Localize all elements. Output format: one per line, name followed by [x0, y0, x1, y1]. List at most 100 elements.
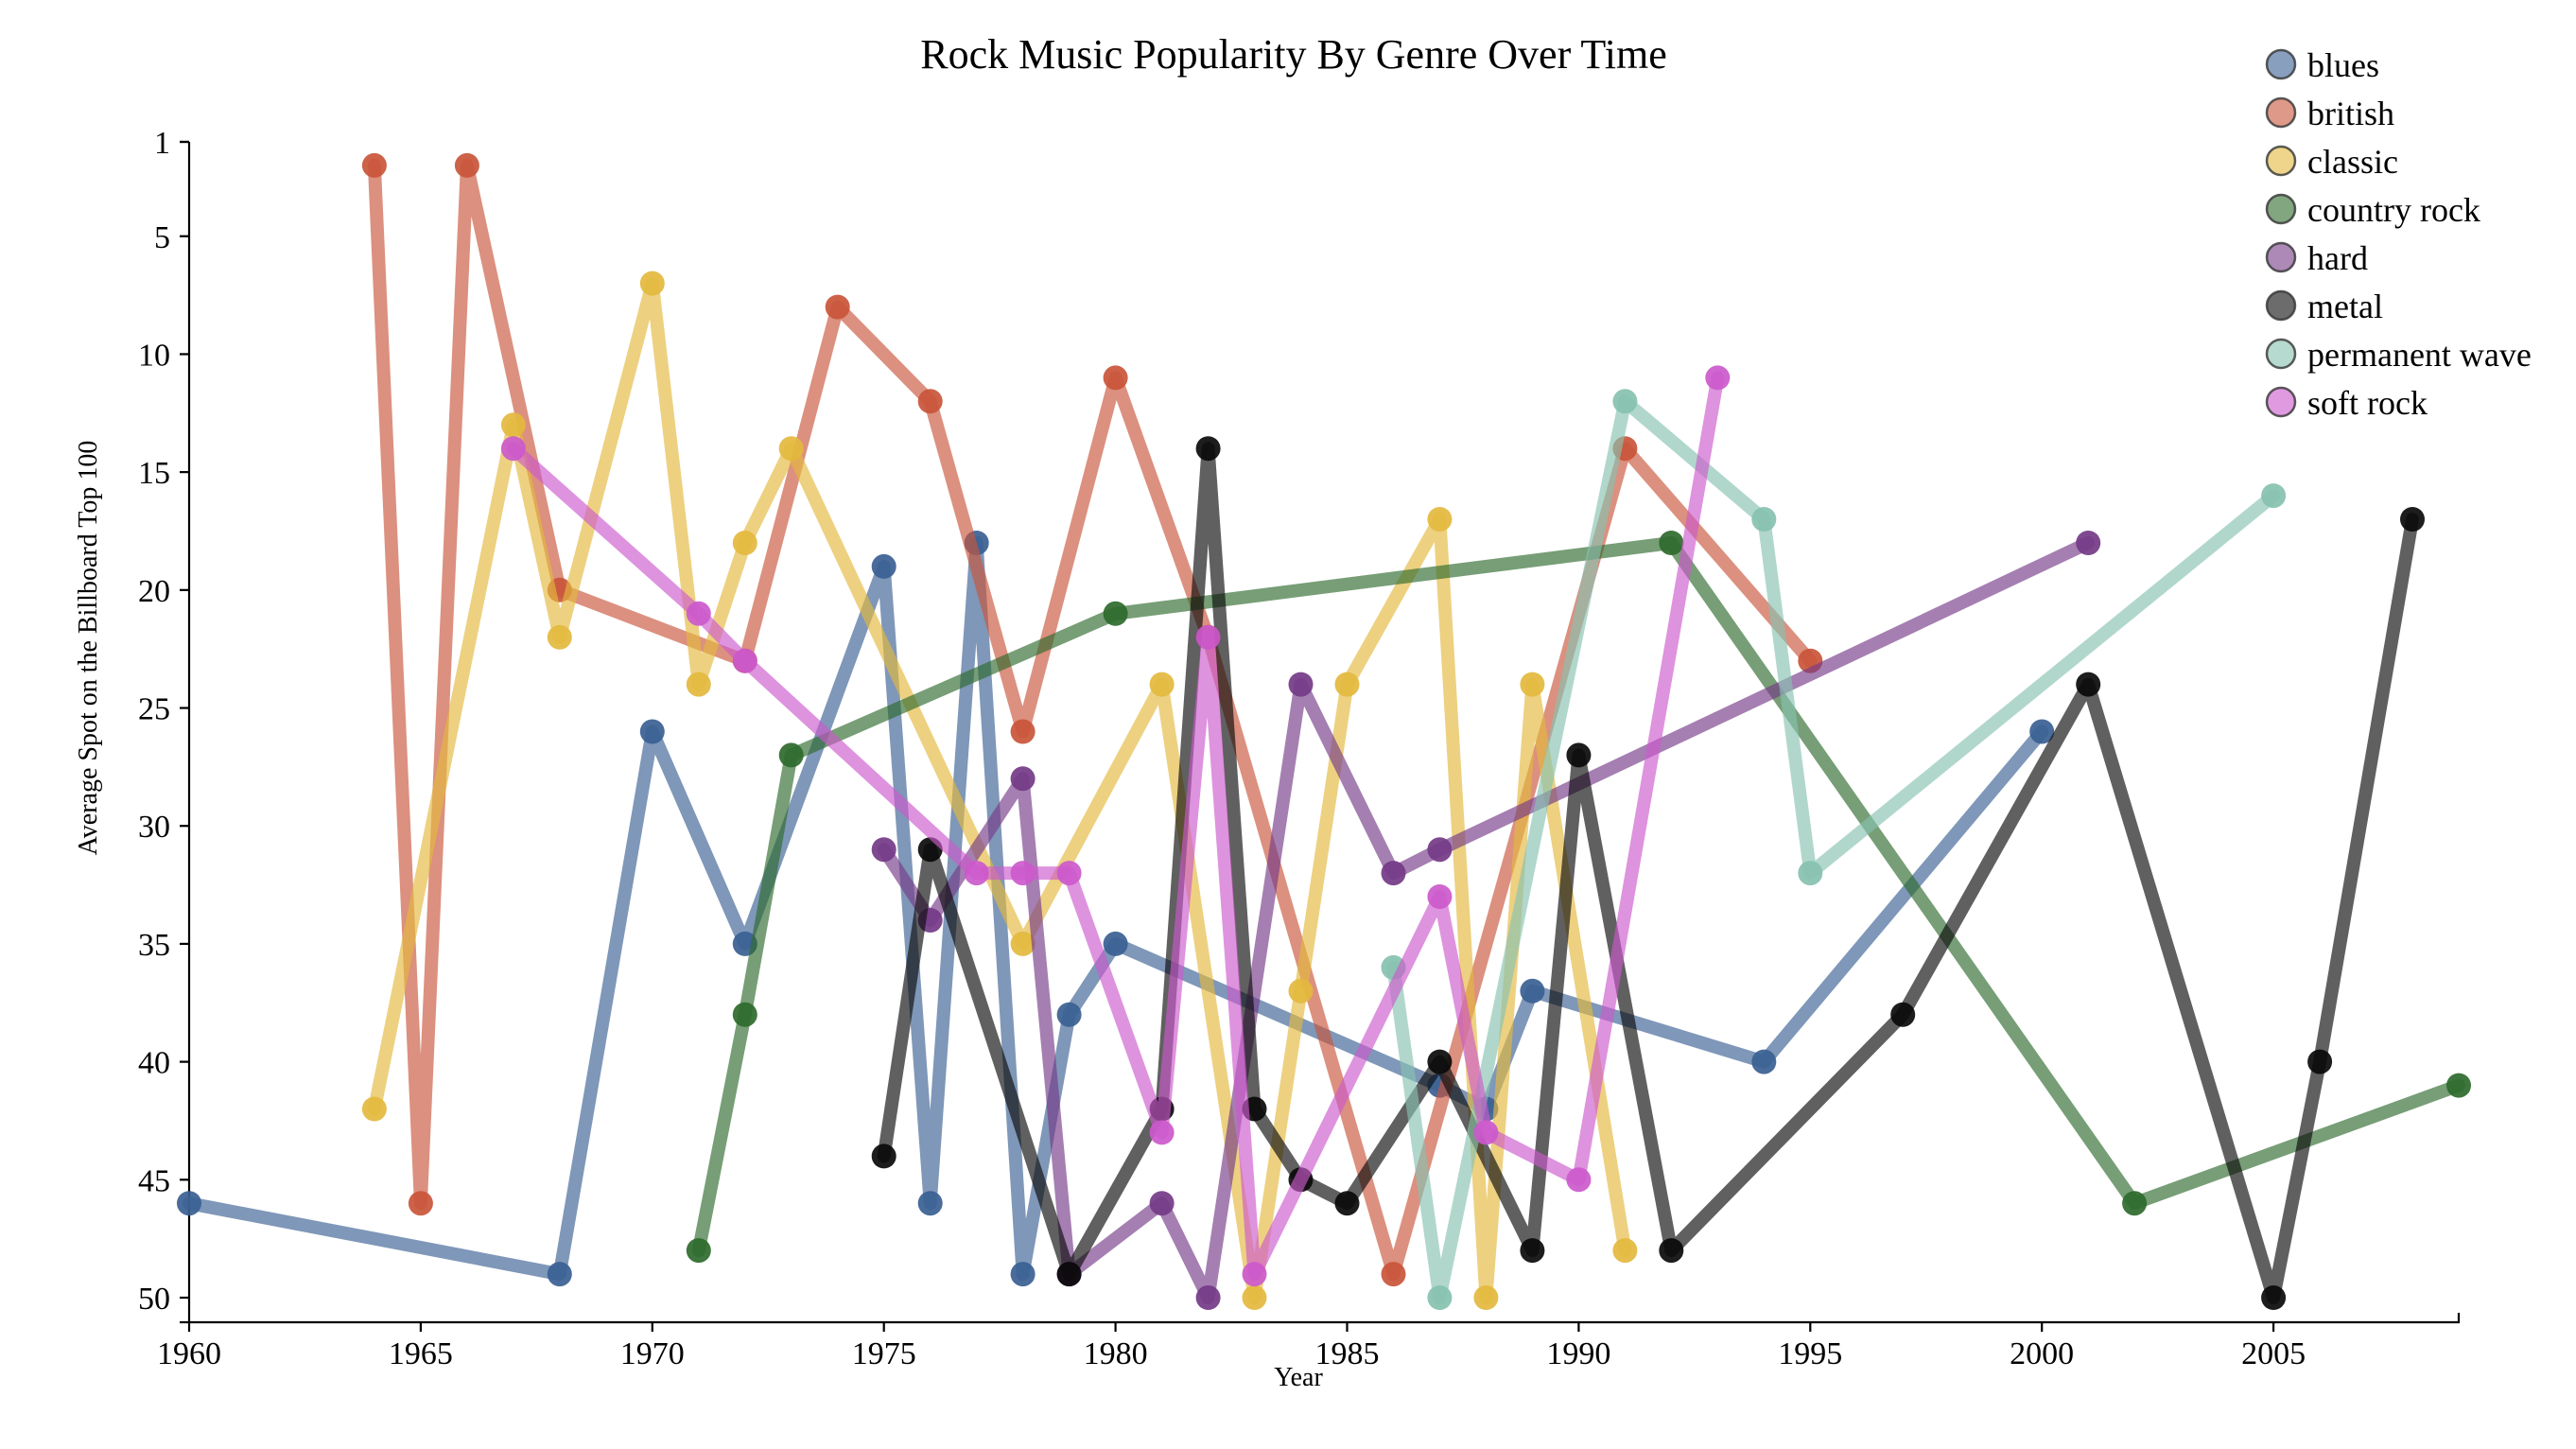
data-point-blues: [547, 1262, 572, 1287]
data-point-british: [1010, 719, 1036, 744]
y-tick-label: 1: [154, 126, 170, 161]
data-point-hard: [871, 837, 896, 863]
x-tick-label: 1985: [1314, 1336, 1379, 1371]
y-tick-label: 15: [138, 456, 170, 491]
data-point-british: [454, 152, 479, 178]
data-point-classic: [1149, 672, 1175, 697]
legend-label: permanent wave: [2307, 336, 2532, 374]
data-point-classic: [1612, 1238, 1638, 1264]
data-point-metal: [1195, 436, 1221, 462]
data-point-metal: [1334, 1191, 1360, 1216]
data-point-soft-rock: [686, 601, 711, 626]
legend: blues british classic country rock hard metal…: [2265, 46, 2532, 422]
data-point-metal: [1566, 742, 1592, 768]
y-tick-label: 5: [154, 220, 170, 255]
y-tick-label: 10: [138, 338, 170, 373]
legend-swatch: [2265, 96, 2297, 129]
data-point-metal: [1427, 1049, 1453, 1074]
legend-item-metal: metal: [2265, 288, 2383, 325]
series-metal: [871, 436, 2425, 1310]
legend-swatch: [2265, 193, 2297, 225]
data-point-permanent-wave: [1427, 1285, 1453, 1310]
legend-label: hard: [2307, 239, 2368, 277]
y-tick-label: 25: [138, 692, 170, 727]
x-tick-label: 1980: [1084, 1336, 1148, 1371]
y-tick-label: 20: [138, 574, 170, 609]
data-point-country-rock: [2446, 1073, 2471, 1098]
data-point-soft-rock: [1149, 1120, 1175, 1145]
data-point-soft-rock: [500, 436, 526, 462]
chart-title: Rock Music Popularity By Genre Over Time: [920, 31, 1667, 78]
legend-label: metal: [2307, 288, 2383, 325]
data-point-british: [1103, 365, 1128, 391]
legend-swatch: [2265, 289, 2297, 322]
legend-label: blues: [2307, 46, 2379, 84]
legend-label: classic: [2307, 143, 2398, 181]
data-point-country-rock: [778, 742, 804, 768]
data-point-soft-rock: [1010, 861, 1036, 886]
data-point-classic: [639, 271, 665, 296]
legend-label: country rock: [2307, 191, 2480, 229]
data-point-hard: [1149, 1191, 1175, 1216]
data-point-blues: [1751, 1049, 1777, 1074]
data-point-metal: [1659, 1238, 1684, 1264]
data-point-hard: [2076, 531, 2101, 555]
data-point-classic: [1427, 507, 1453, 532]
data-point-hard: [1427, 837, 1453, 863]
y-tick-label: 45: [138, 1163, 170, 1198]
series-line-hard: [877, 536, 2096, 1304]
series-line-permanent-wave: [1386, 394, 2281, 1304]
data-point-soft-rock: [1427, 884, 1453, 909]
legend-item-british: british: [2265, 95, 2394, 132]
data-point-blues: [639, 719, 665, 744]
legend-item-classic: classic: [2265, 143, 2398, 181]
data-point-classic: [732, 531, 757, 555]
data-point-metal: [1056, 1262, 1082, 1287]
data-point-metal: [1890, 1002, 1916, 1027]
legend-swatch: [2265, 241, 2297, 273]
data-point-soft-rock: [1195, 624, 1221, 650]
x-tick-label: 2000: [2010, 1336, 2074, 1371]
data-point-hard: [1010, 766, 1036, 792]
data-point-blues: [1103, 931, 1128, 956]
data-point-metal: [2400, 507, 2425, 532]
x-tick-label: 2005: [2241, 1336, 2306, 1371]
legend-item-blues: blues: [2265, 46, 2379, 84]
data-point-classic: [1242, 1285, 1267, 1310]
data-point-classic: [1520, 672, 1545, 697]
data-point-blues: [917, 1191, 943, 1216]
x-tick-label: 1990: [1546, 1336, 1610, 1371]
legend-item-soft-rock: soft rock: [2265, 384, 2428, 422]
data-point-british: [917, 389, 943, 414]
legend-swatch: [2265, 338, 2297, 370]
x-tick-label: 1995: [1778, 1336, 1842, 1371]
data-point-hard: [1381, 861, 1406, 886]
data-point-country-rock: [1659, 531, 1684, 555]
data-point-country-rock: [686, 1238, 711, 1264]
data-point-permanent-wave: [1751, 507, 1777, 532]
series-layer: [177, 152, 2471, 1310]
data-point-metal: [871, 1143, 896, 1169]
data-point-country-rock: [2122, 1191, 2148, 1216]
legend-label: soft rock: [2307, 384, 2428, 422]
data-point-permanent-wave: [1798, 861, 1823, 886]
data-point-soft-rock: [964, 861, 989, 886]
data-point-classic: [500, 412, 526, 438]
data-point-blues: [1056, 1002, 1082, 1027]
series-classic: [361, 271, 1638, 1310]
data-point-metal: [1520, 1238, 1545, 1264]
legend-swatch: [2265, 48, 2297, 80]
x-axis-title: Year: [1274, 1363, 1323, 1392]
data-point-british: [1381, 1262, 1406, 1287]
data-point-blues: [1520, 978, 1545, 1004]
data-point-classic: [778, 436, 804, 462]
data-point-soft-rock: [1242, 1262, 1267, 1287]
x-tick-label: 1975: [852, 1336, 916, 1371]
data-point-classic: [547, 624, 572, 650]
series-line-classic: [367, 276, 1632, 1304]
data-point-hard: [1195, 1285, 1221, 1310]
data-point-blues: [871, 553, 896, 579]
